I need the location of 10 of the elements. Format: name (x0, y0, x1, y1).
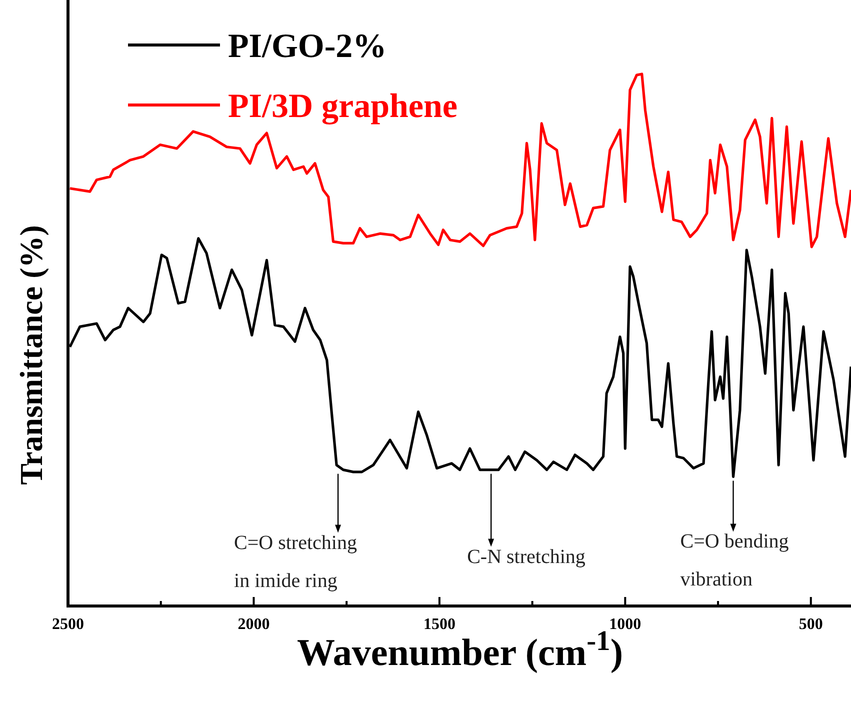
y-axis-title: Transmittance (%) (13, 225, 49, 485)
legend-label: PI/GO-2% (228, 28, 387, 65)
x-tick-label: 2500 (52, 616, 84, 633)
annotation: C=O stretching in imide ring (234, 532, 357, 592)
x-tick-label: 500 (798, 616, 823, 633)
legend-label: PI/3D graphene (228, 88, 458, 125)
x-tick-label: 2000 (238, 616, 270, 633)
annotation: C=O bending vibration (680, 530, 789, 591)
x-tick-label: 1000 (609, 616, 642, 633)
annotation: C-N stretching (467, 546, 586, 568)
